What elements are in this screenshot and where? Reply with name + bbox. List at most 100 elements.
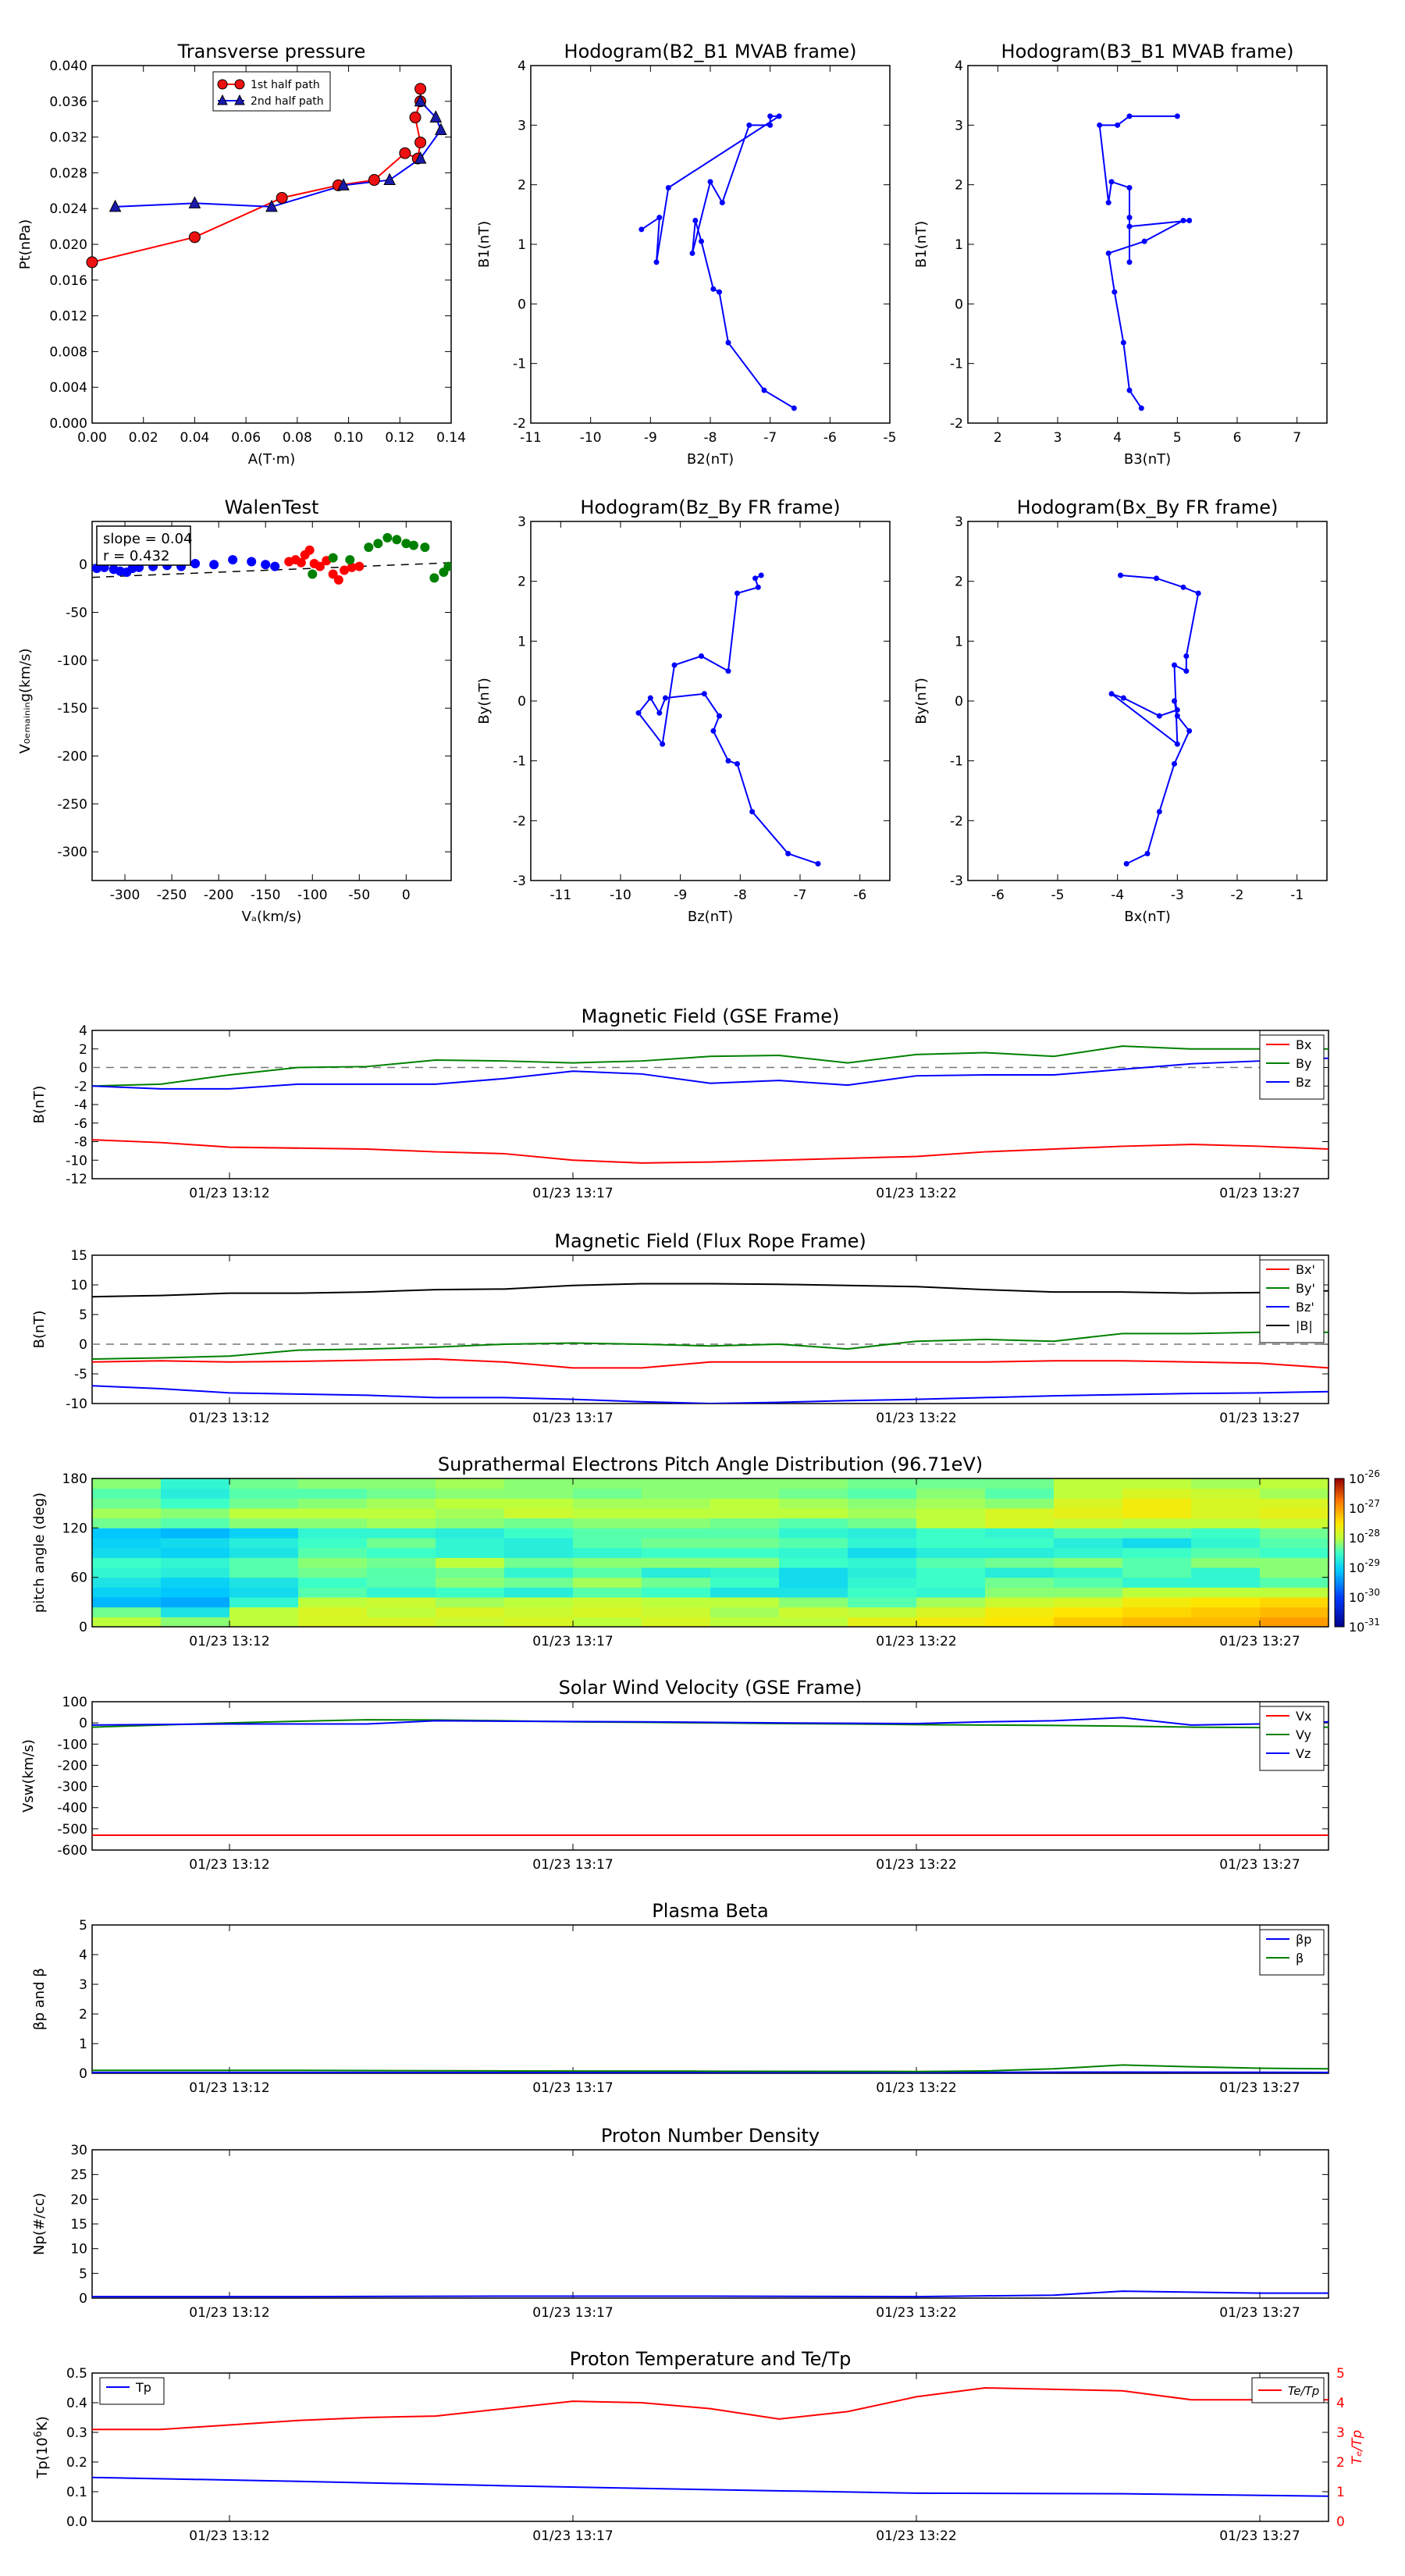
series-line-Bz' (92, 1385, 1329, 1404)
hodogram-point (1108, 179, 1115, 185)
hodogram-point (791, 405, 797, 411)
hodogram-point (1186, 728, 1193, 734)
hodogram-point (710, 286, 717, 292)
x-tick-label: 01/23 13:27 (1219, 2305, 1300, 2321)
heatmap-cell (92, 1508, 162, 1519)
colorbar-cell (1335, 1525, 1344, 1528)
colorbar-cell (1335, 1594, 1344, 1596)
y-tick-label: 0 (955, 297, 963, 312)
heatmap-cell (367, 1538, 436, 1549)
heatmap-cell (573, 1517, 642, 1528)
series-line-|B| (92, 1283, 1329, 1298)
hodogram-point (1138, 405, 1144, 411)
hodogram-point (755, 584, 761, 590)
heatmap-cell (985, 1478, 1055, 1489)
chart-title: Solar Wind Velocity (GSE Frame) (559, 1677, 863, 1699)
colorbar-tick-label: 10-31 (1349, 1617, 1380, 1635)
heatmap-cell (710, 1606, 780, 1617)
colorbar-cell (1335, 1546, 1344, 1549)
legend-label: By' (1296, 1281, 1315, 1296)
y-tick-label: 5 (79, 1308, 87, 1323)
data-point (333, 575, 343, 585)
y-tick-label: -4 (74, 1098, 87, 1113)
heatmap-cell (1260, 1528, 1329, 1539)
colorbar-frame (1334, 1478, 1345, 1628)
heatmap-cell (916, 1498, 986, 1509)
heatmap-cell (1054, 1567, 1123, 1578)
heatmap-cell (779, 1528, 848, 1539)
heatmap-cell (642, 1587, 711, 1598)
x-tick-label: 01/23 13:12 (189, 2305, 269, 2321)
heatmap-cell (916, 1488, 986, 1499)
heatmap-cell (161, 1478, 230, 1489)
hodogram-point (1126, 259, 1133, 265)
chart-title: Plasma Beta (652, 1900, 768, 1922)
colorbar-cell (1335, 1533, 1344, 1535)
colorbar-cell (1335, 1599, 1344, 1603)
heatmap-cell (298, 1488, 368, 1499)
heatmap-cell (779, 1498, 848, 1509)
y-tick-label: -250 (57, 797, 87, 813)
y-tick-label: -600 (57, 1843, 87, 1859)
data-point-circle (368, 174, 380, 187)
hodogram-point (689, 250, 695, 256)
colorbar-cell (1335, 1592, 1344, 1595)
y-tick-label: -100 (57, 653, 87, 669)
heatmap-cell (642, 1498, 711, 1509)
heatmap-cell (1122, 1587, 1192, 1598)
y-tick-label: 1 (79, 2037, 87, 2052)
data-point (247, 557, 257, 567)
hodogram-point (767, 113, 774, 119)
x-tick-label: 01/23 13:12 (189, 1186, 269, 1201)
x-tick-label: 0.10 (334, 430, 364, 446)
y-axis-label: V₀ₑₘₐᵢₙᵢₙg(km/s) (17, 649, 34, 754)
heatmap-cell (710, 1508, 780, 1519)
x-tick-label: 01/23 13:27 (1219, 2080, 1300, 2096)
colorbar-tick-label: 10-27 (1349, 1498, 1380, 1516)
heatmap-cell (161, 1528, 230, 1539)
colorbar-cell (1335, 1481, 1344, 1484)
colorbar-cell (1335, 1539, 1344, 1542)
heatmap-cell (848, 1547, 917, 1558)
heatmap-cell (848, 1498, 917, 1509)
colorbar-cell (1335, 1514, 1344, 1516)
colorbar-cell (1335, 1487, 1344, 1489)
y-label-unit: K) (34, 2416, 51, 2431)
heatmap-cell (1054, 1488, 1123, 1499)
hodogram-point (735, 590, 740, 596)
hodogram-point (647, 695, 653, 701)
x-tick-label: -6 (853, 888, 866, 903)
heatmap-cell (710, 1517, 780, 1528)
y-tick-label: 10 (70, 1278, 87, 1293)
chart-title: Proton Temperature and Te/Tp (570, 2348, 852, 2370)
heatmap-cell (161, 1617, 230, 1628)
y-tick-label: 5 (79, 1918, 87, 1934)
colorbar-tick-label: 10-29 (1349, 1557, 1380, 1575)
chart-title: Proton Number Density (601, 2125, 820, 2147)
colorbar-tick-exponent: -31 (1364, 1617, 1380, 1628)
hodogram-point (699, 238, 704, 244)
legend-label: βp (1296, 1932, 1311, 1947)
legend-label: Bz (1296, 1075, 1311, 1090)
legend-label: Te/Tp (1288, 2384, 1319, 2398)
x-tick-label: 01/23 13:17 (532, 1857, 613, 1873)
colorbar-cell (1335, 1535, 1344, 1537)
hodogram-point (1156, 713, 1162, 719)
hodogram-point (663, 695, 668, 701)
colorbar-cell (1335, 1578, 1344, 1580)
heatmap-cell (573, 1606, 642, 1617)
heatmap-cell (436, 1528, 505, 1539)
hodogram-point (638, 226, 645, 233)
heatmap-cell (642, 1606, 711, 1617)
axes-frame (91, 1030, 1329, 1179)
y-tick-label: 3 (518, 118, 526, 133)
heatmap-cell (985, 1606, 1055, 1617)
heatmap-cell (985, 1557, 1055, 1568)
x-tick-label: 0 (402, 888, 411, 903)
heatmap-cell (367, 1508, 436, 1519)
heatmap-cell (1122, 1617, 1192, 1628)
y-tick-label: 0.5 (66, 2366, 87, 2382)
y-tick-label: 0.000 (49, 416, 87, 432)
x-tick-label: -7 (763, 430, 777, 446)
y-tick-label: -2 (950, 813, 963, 829)
